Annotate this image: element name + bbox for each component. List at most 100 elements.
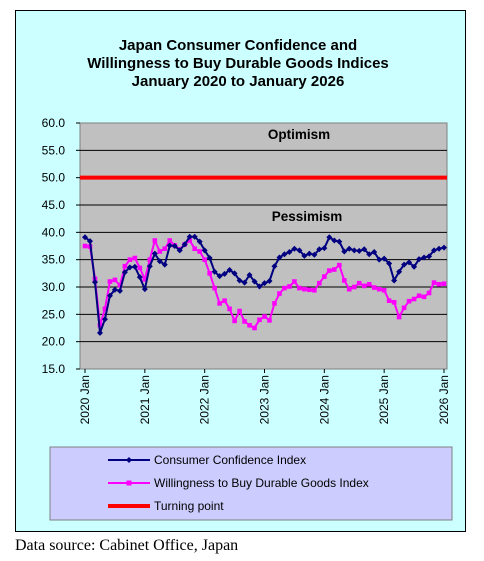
legend-willingness-label: Willingness to Buy Durable Goods Index [154, 476, 369, 490]
willingness-series-point [247, 322, 252, 328]
y-tick-label: 60.0 [42, 116, 66, 130]
confidence-series-point [251, 278, 258, 285]
willingness-series-point [187, 238, 193, 243]
willingness-series-point [102, 306, 108, 312]
willingness-series-point [137, 265, 143, 271]
willingness-series-point [262, 314, 267, 319]
confidence-series-point [181, 241, 188, 248]
willingness-series-point [282, 285, 287, 291]
willingness-series-point [396, 314, 402, 320]
willingness-series-point [212, 285, 217, 291]
confidence-series-point [82, 234, 88, 241]
confidence-series-point [176, 247, 183, 254]
confidence-series-point [111, 286, 118, 293]
willingness-series-point [381, 287, 387, 293]
legend-confidence-marker [126, 457, 132, 463]
confidence-series-point [311, 251, 318, 258]
y-tick-label: 55.0 [42, 143, 66, 157]
confidence-series-point [96, 329, 103, 336]
y-tick-label: 15.0 [42, 362, 66, 376]
confidence-series-point [221, 270, 228, 277]
x-tick-label: 2024 Jan [317, 375, 331, 424]
confidence-series-point [341, 248, 348, 255]
willingness-series-point [351, 284, 357, 290]
confidence-series-point [261, 280, 268, 287]
confidence-series-point [146, 263, 153, 270]
willingness-series-point [411, 296, 417, 302]
willingness-series-point [431, 280, 437, 285]
confidence-series-point [336, 238, 343, 245]
willingness-series-point [426, 290, 432, 296]
willingness-series-point [122, 263, 128, 269]
confidence-series-point [431, 247, 438, 254]
confidence-series-point [271, 263, 278, 270]
confidence-series-point [91, 279, 98, 286]
confidence-series-point [281, 251, 288, 258]
willingness-series-point [152, 238, 158, 243]
confidence-series-point [141, 286, 148, 293]
willingness-series-point [117, 283, 123, 288]
confidence-series-point [381, 255, 388, 262]
confidence-series-point [276, 254, 283, 261]
willingness-series-point [267, 318, 272, 323]
willingness-series-point [232, 318, 237, 324]
willingness-series-point [416, 293, 422, 299]
confidence-series-point [361, 246, 368, 253]
willingness-series-point [391, 300, 397, 305]
willingness-series-point [336, 262, 342, 268]
willingness-series-point [292, 279, 297, 284]
willingness-series-point [237, 308, 242, 314]
willingness-series-point [366, 281, 372, 287]
willingness-series-point [272, 301, 277, 306]
confidence-series-point [316, 246, 323, 253]
confidence-series-point [386, 260, 393, 267]
y-tick-label: 25.0 [42, 307, 66, 321]
annotation-optimism: Optimism [268, 127, 330, 142]
confidence-series-point [411, 263, 418, 270]
willingness-series-point [202, 257, 207, 262]
willingness-series-point [197, 249, 202, 254]
confidence-series-point [256, 283, 263, 290]
x-tick-label: 2022 Jan [198, 375, 212, 424]
chart-frame: Japan Consumer Confidence and Willingnes… [15, 10, 466, 532]
willingness-series-point [302, 286, 307, 292]
confidence-series-point [426, 253, 433, 260]
willingness-series-point [132, 255, 138, 261]
confidence-series-point [406, 259, 413, 266]
confidence-series-point [326, 234, 333, 241]
confidence-series-point [241, 279, 248, 286]
confidence-series-point [291, 245, 298, 252]
confidence-series-point [196, 238, 203, 245]
confidence-series-point [441, 244, 447, 251]
confidence-series-point [396, 268, 403, 275]
x-tick-label: 2020 Jan [78, 375, 92, 424]
y-tick-label: 20.0 [42, 335, 66, 349]
y-tick-label: 30.0 [42, 280, 66, 294]
willingness-series-point [332, 267, 337, 272]
confidence-series-point [131, 263, 138, 270]
x-tick-label: 2023 Jan [258, 375, 272, 424]
confidence-series-point [136, 274, 143, 281]
willingness-series-point [192, 246, 197, 252]
confidence-series-point [126, 264, 133, 271]
willingness-series-point [356, 280, 362, 286]
willingness-series-point [162, 246, 168, 252]
willingness-series-point [112, 277, 118, 283]
willingness-series-point [317, 280, 322, 286]
willingness-series-point [436, 281, 442, 287]
confidence-series-point [156, 258, 163, 265]
willingness-series-point [307, 287, 312, 293]
confidence-series-point [331, 237, 338, 244]
willingness-series-point [157, 249, 163, 254]
y-tick-label: 40.0 [42, 225, 66, 239]
willingness-series-point [242, 319, 247, 324]
willingness-series-point [277, 291, 282, 296]
legend-confidence-label: Consumer Confidence Index [154, 453, 306, 467]
willingness-series-point [376, 286, 382, 292]
willingness-series-point [401, 305, 407, 311]
legend: Consumer Confidence Index Willingness to … [108, 453, 369, 513]
confidence-series-point [321, 245, 328, 252]
confidence-series-point [391, 277, 398, 284]
y-tick-label: 35.0 [42, 253, 66, 267]
x-tick-label: 2021 Jan [138, 375, 152, 424]
